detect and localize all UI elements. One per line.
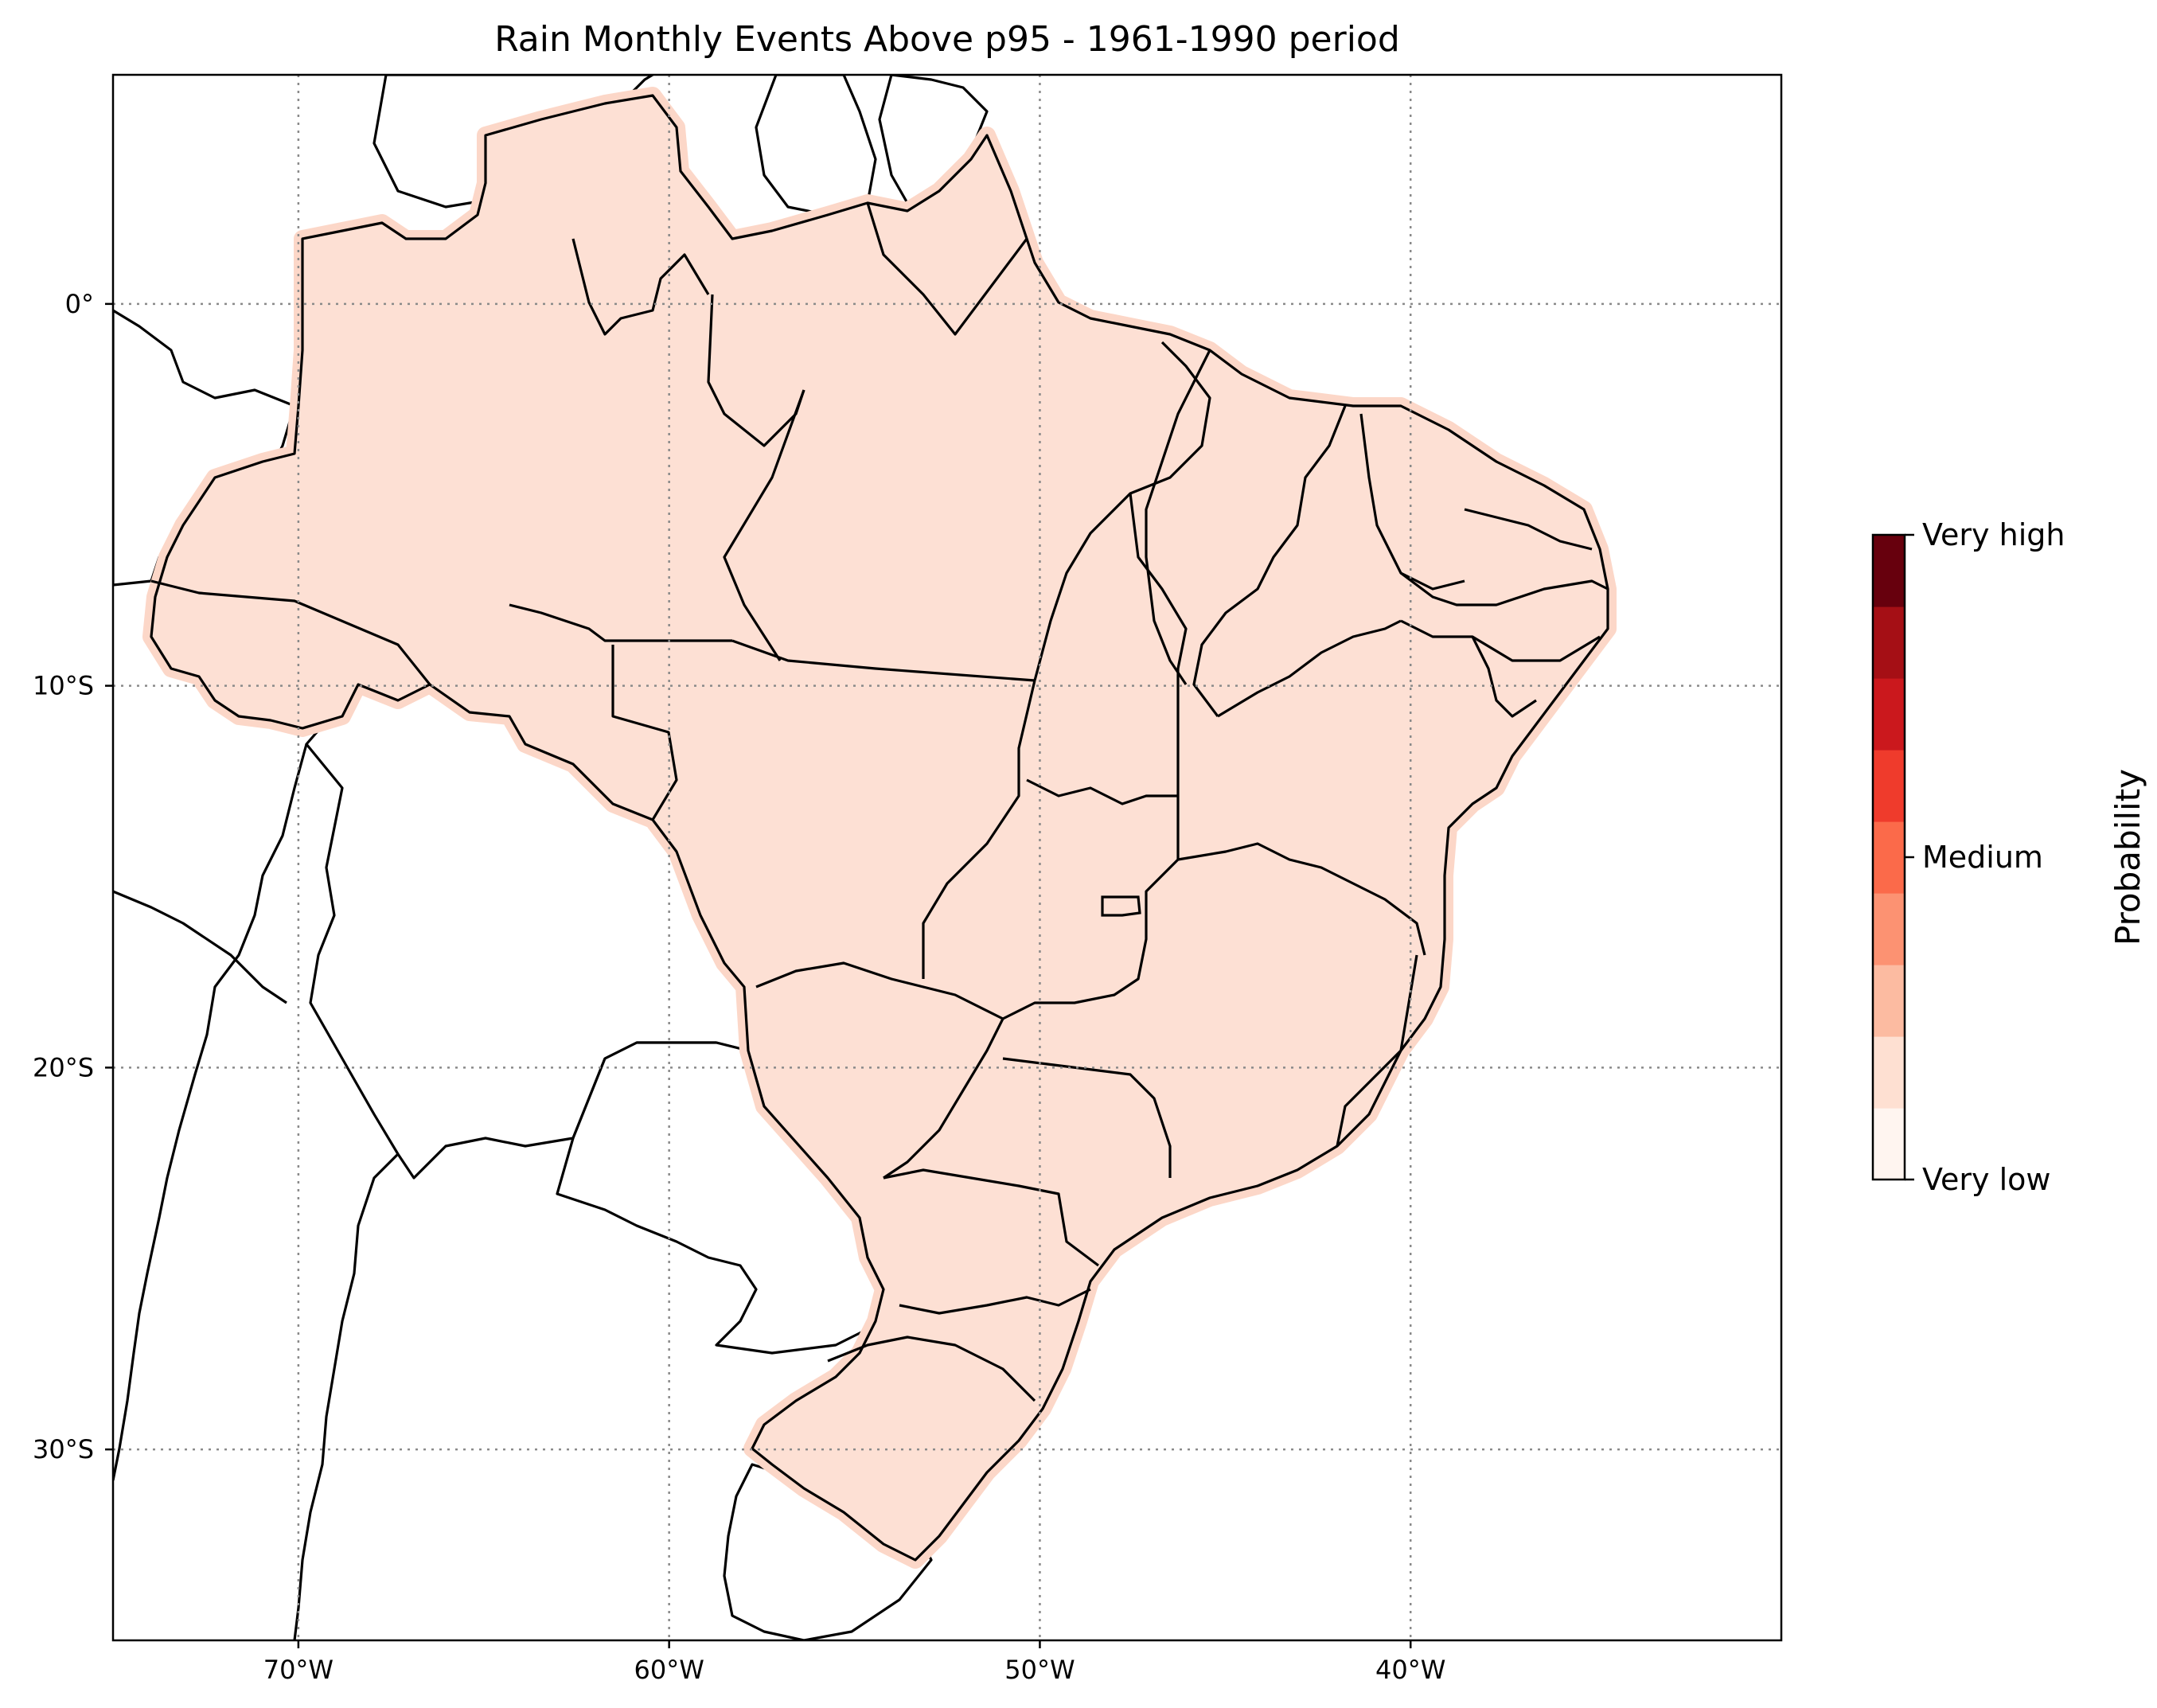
state-border-to-ba xyxy=(1129,493,1188,860)
map-content xyxy=(113,75,1781,1640)
state-border-ba-mg xyxy=(1177,842,1426,956)
brazil-region xyxy=(150,94,1609,1562)
state-border-am-ro xyxy=(150,579,431,685)
state-border-to-go xyxy=(1026,778,1178,805)
colorbar-swatch-8 xyxy=(1873,535,1905,607)
state-border-ma-pi xyxy=(1145,349,1211,685)
colorbar-swatch-4 xyxy=(1873,821,1905,894)
state-border-ce-rn xyxy=(1359,413,1465,591)
colorbar-swatch-7 xyxy=(1873,606,1905,679)
state-border-mt-ms xyxy=(755,961,1004,1020)
lon-tick-label: 70°W xyxy=(263,1655,333,1685)
state-border-pa-mt xyxy=(731,639,1036,682)
state-border-al-se xyxy=(1471,636,1537,718)
argentina-internal-border xyxy=(113,890,287,1004)
state-border-ac-am xyxy=(509,603,732,642)
map-panel: 70°W 60°W 50°W 40°W 0° 10°S 20°S 30°S xyxy=(33,73,1783,1685)
chile-argentina-border xyxy=(113,743,308,1481)
lat-tick-label: 20°S xyxy=(33,1052,94,1082)
longitude-ticks: 70°W 60°W 50°W 40°W xyxy=(263,1640,1445,1685)
lat-tick-label: 30°S xyxy=(33,1434,94,1464)
state-border-pr-sc xyxy=(899,1288,1091,1315)
andes-border-east xyxy=(293,1152,400,1640)
colorbar-ticks: Very low Medium Very high xyxy=(1905,517,2065,1197)
state-border-pa-ap xyxy=(866,202,1028,336)
neighbour-countries xyxy=(113,75,989,1640)
state-border-go-mg xyxy=(1002,858,1180,1020)
colorbar-swatch-1 xyxy=(1873,1036,1905,1109)
state-border-pb-pe xyxy=(1400,571,1609,606)
state-border-pe-al xyxy=(1400,619,1601,662)
colorbar-swatch-6 xyxy=(1873,678,1905,751)
colorbar-label: Probability xyxy=(2108,769,2147,946)
lat-tick-label: 0° xyxy=(65,289,94,319)
colorbar-tick-label: Very high xyxy=(1922,517,2065,552)
lon-tick-label: 50°W xyxy=(1004,1655,1075,1685)
lat-tick-label: 10°S xyxy=(33,671,94,701)
state-border-am-rr xyxy=(571,238,710,336)
colorbar: Very low Medium Very high Probability xyxy=(1871,517,2147,1197)
state-border-sp-mg xyxy=(1002,1057,1172,1178)
state-border-sc-rs xyxy=(827,1336,1036,1402)
state-border-ne-east xyxy=(1464,508,1593,551)
state-border-am-pa-mt xyxy=(723,389,805,661)
state-border-sp-pr xyxy=(883,1168,1099,1267)
colorbar-swatch-0 xyxy=(1873,1108,1905,1180)
state-border-pi-ba xyxy=(1217,619,1402,718)
map-frame xyxy=(111,73,1783,1642)
colorbar-swatch-3 xyxy=(1873,893,1905,965)
state-border-mt-go xyxy=(922,680,1036,979)
federal-district-border xyxy=(1101,895,1141,917)
colorbar-swatches xyxy=(1873,535,1905,1180)
state-border-mg-es-rj xyxy=(1336,954,1418,1147)
state-border-pi-ce xyxy=(1192,405,1347,717)
state-borders xyxy=(150,202,1609,1402)
colorbar-tick-label: Very low xyxy=(1922,1162,2051,1197)
latitude-ticks: 0° 10°S 20°S 30°S xyxy=(33,289,113,1464)
colorbar-swatch-5 xyxy=(1873,750,1905,822)
map-title: Rain Monthly Events Above p95 - 1961-199… xyxy=(494,19,1400,60)
colorbar-tick-label: Medium xyxy=(1922,840,2043,875)
lon-tick-label: 60°W xyxy=(634,1655,704,1685)
colorbar-swatch-2 xyxy=(1873,965,1905,1037)
lon-tick-label: 40°W xyxy=(1375,1655,1445,1685)
state-border-ms-sp xyxy=(883,1018,1004,1180)
